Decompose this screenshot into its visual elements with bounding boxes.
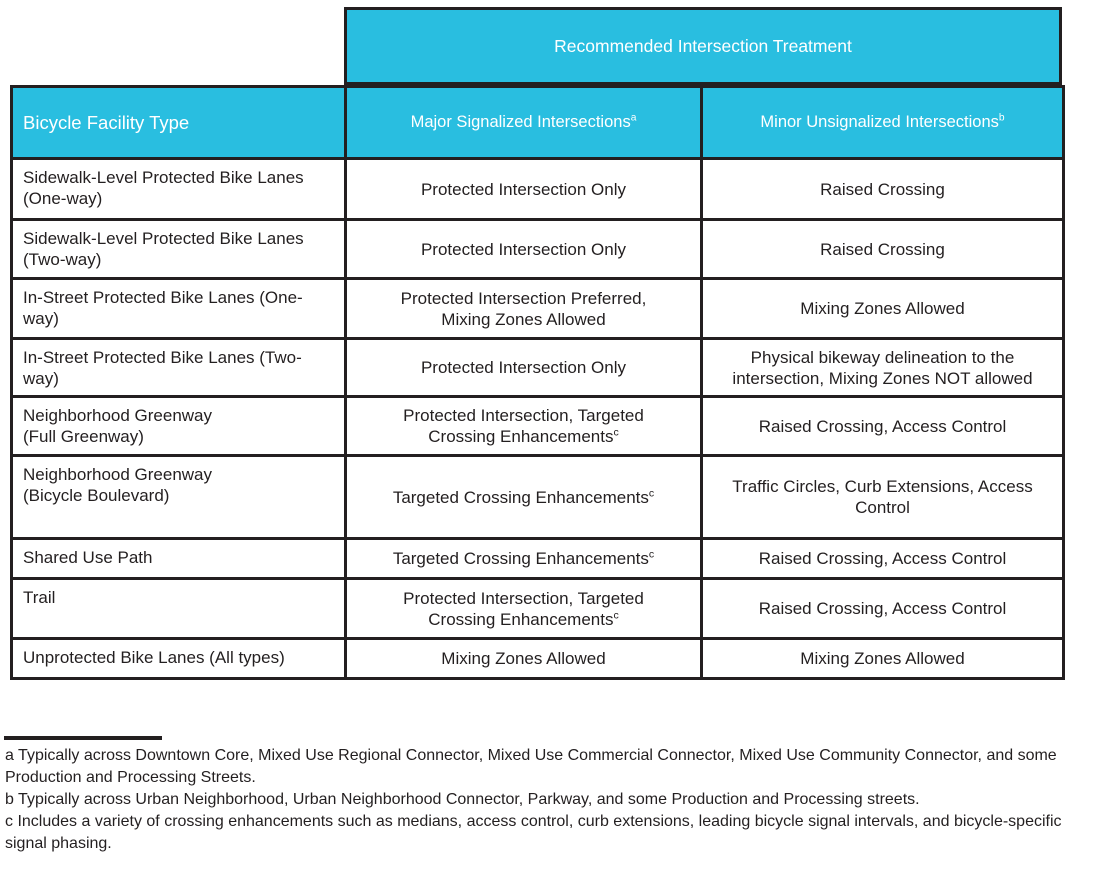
footnotes: a Typically across Downtown Core, Mixed … [5,745,1097,855]
facility-type-header: Bicycle Facility Type [10,85,347,160]
minor-treatment-cell: Raised Crossing, Access Control [700,537,1065,580]
facility-cell: Shared Use Path [10,537,347,580]
footnote-marker-c: c [648,548,655,561]
facility-cell: Unprotected Bike Lanes (All types) [10,637,347,680]
footnote-divider [4,736,162,740]
footnote-marker-c: c [648,486,655,499]
table-row: Shared Use Path Targeted Crossing Enhanc… [10,537,1065,580]
major-treatment-cell: Protected Intersection Only [344,218,703,280]
major-treatment-cell: Protected Intersection, Targeted Crossin… [344,395,703,457]
major-treatment-cell: Mixing Zones Allowed [344,637,703,680]
footnote-marker-a: a [630,112,637,124]
table-row: In-Street Protected Bike Lanes (Two-way)… [10,337,1065,398]
major-treatment-cell: Protected Intersection Only [344,157,703,221]
table-row: Trail Protected Intersection, Targeted C… [10,577,1065,640]
footnote-c: c Includes a variety of crossing enhance… [5,813,1062,852]
major-treatment-cell: Targeted Crossing Enhancementsc [344,537,703,580]
table-row: Sidewalk-Level Protected Bike Lanes (One… [10,157,1065,221]
major-treatment-cell: Protected Intersection Only [344,337,703,398]
facility-cell: Neighborhood Greenway (Bicycle Boulevard… [10,454,347,540]
major-signalized-header: Major Signalized Intersectionsa [344,85,703,160]
footnote-marker-b: b [998,112,1005,124]
footnote-marker-c: c [613,426,619,439]
minor-treatment-cell: Mixing Zones Allowed [700,277,1065,340]
minor-unsignalized-header: Minor Unsignalized Intersectionsb [700,85,1065,160]
table-title-banner: Recommended Intersection Treatment [344,7,1062,85]
minor-treatment-cell: Physical bikeway delineation to the inte… [700,337,1065,398]
major-treatment-cell: Protected Intersection, Targeted Crossin… [344,577,703,640]
table-row: Neighborhood Greenway (Bicycle Boulevard… [10,454,1065,540]
footnote-b: b Typically across Urban Neighborhood, U… [5,791,920,808]
minor-treatment-cell: Traffic Circles, Curb Extensions, Access… [700,454,1065,540]
table-row: In-Street Protected Bike Lanes (One-way)… [10,277,1065,340]
page: { "colors": { "header_bg": "#29BEE0", "h… [0,7,1100,874]
minor-treatment-cell: Raised Crossing [700,157,1065,221]
facility-cell: Trail [10,577,347,640]
facility-cell: In-Street Protected Bike Lanes (Two-way) [10,337,347,398]
facility-cell: Sidewalk-Level Protected Bike Lanes (One… [10,157,347,221]
minor-treatment-cell: Raised Crossing, Access Control [700,395,1065,457]
major-treatment-cell: Protected Intersection Preferred, Mixing… [344,277,703,340]
table-row: Neighborhood Greenway (Full Greenway) Pr… [10,395,1065,457]
table-row: Unprotected Bike Lanes (All types) Mixin… [10,637,1065,680]
facility-cell: In-Street Protected Bike Lanes (One-way) [10,277,347,340]
minor-treatment-cell: Raised Crossing [700,218,1065,280]
footnote-marker-c: c [613,608,619,621]
table-title: Recommended Intersection Treatment [554,35,852,56]
facility-cell: Sidewalk-Level Protected Bike Lanes (Two… [10,218,347,280]
minor-treatment-cell: Mixing Zones Allowed [700,637,1065,680]
major-treatment-cell: Targeted Crossing Enhancementsc [344,454,703,540]
table-row: Sidewalk-Level Protected Bike Lanes (Two… [10,218,1065,280]
facility-cell: Neighborhood Greenway (Full Greenway) [10,395,347,457]
minor-treatment-cell: Raised Crossing, Access Control [700,577,1065,640]
footnote-a: a Typically across Downtown Core, Mixed … [5,747,1057,786]
intersection-treatment-table: Bicycle Facility Type Major Signalized I… [10,85,1065,680]
header-row: Bicycle Facility Type Major Signalized I… [10,85,1065,160]
